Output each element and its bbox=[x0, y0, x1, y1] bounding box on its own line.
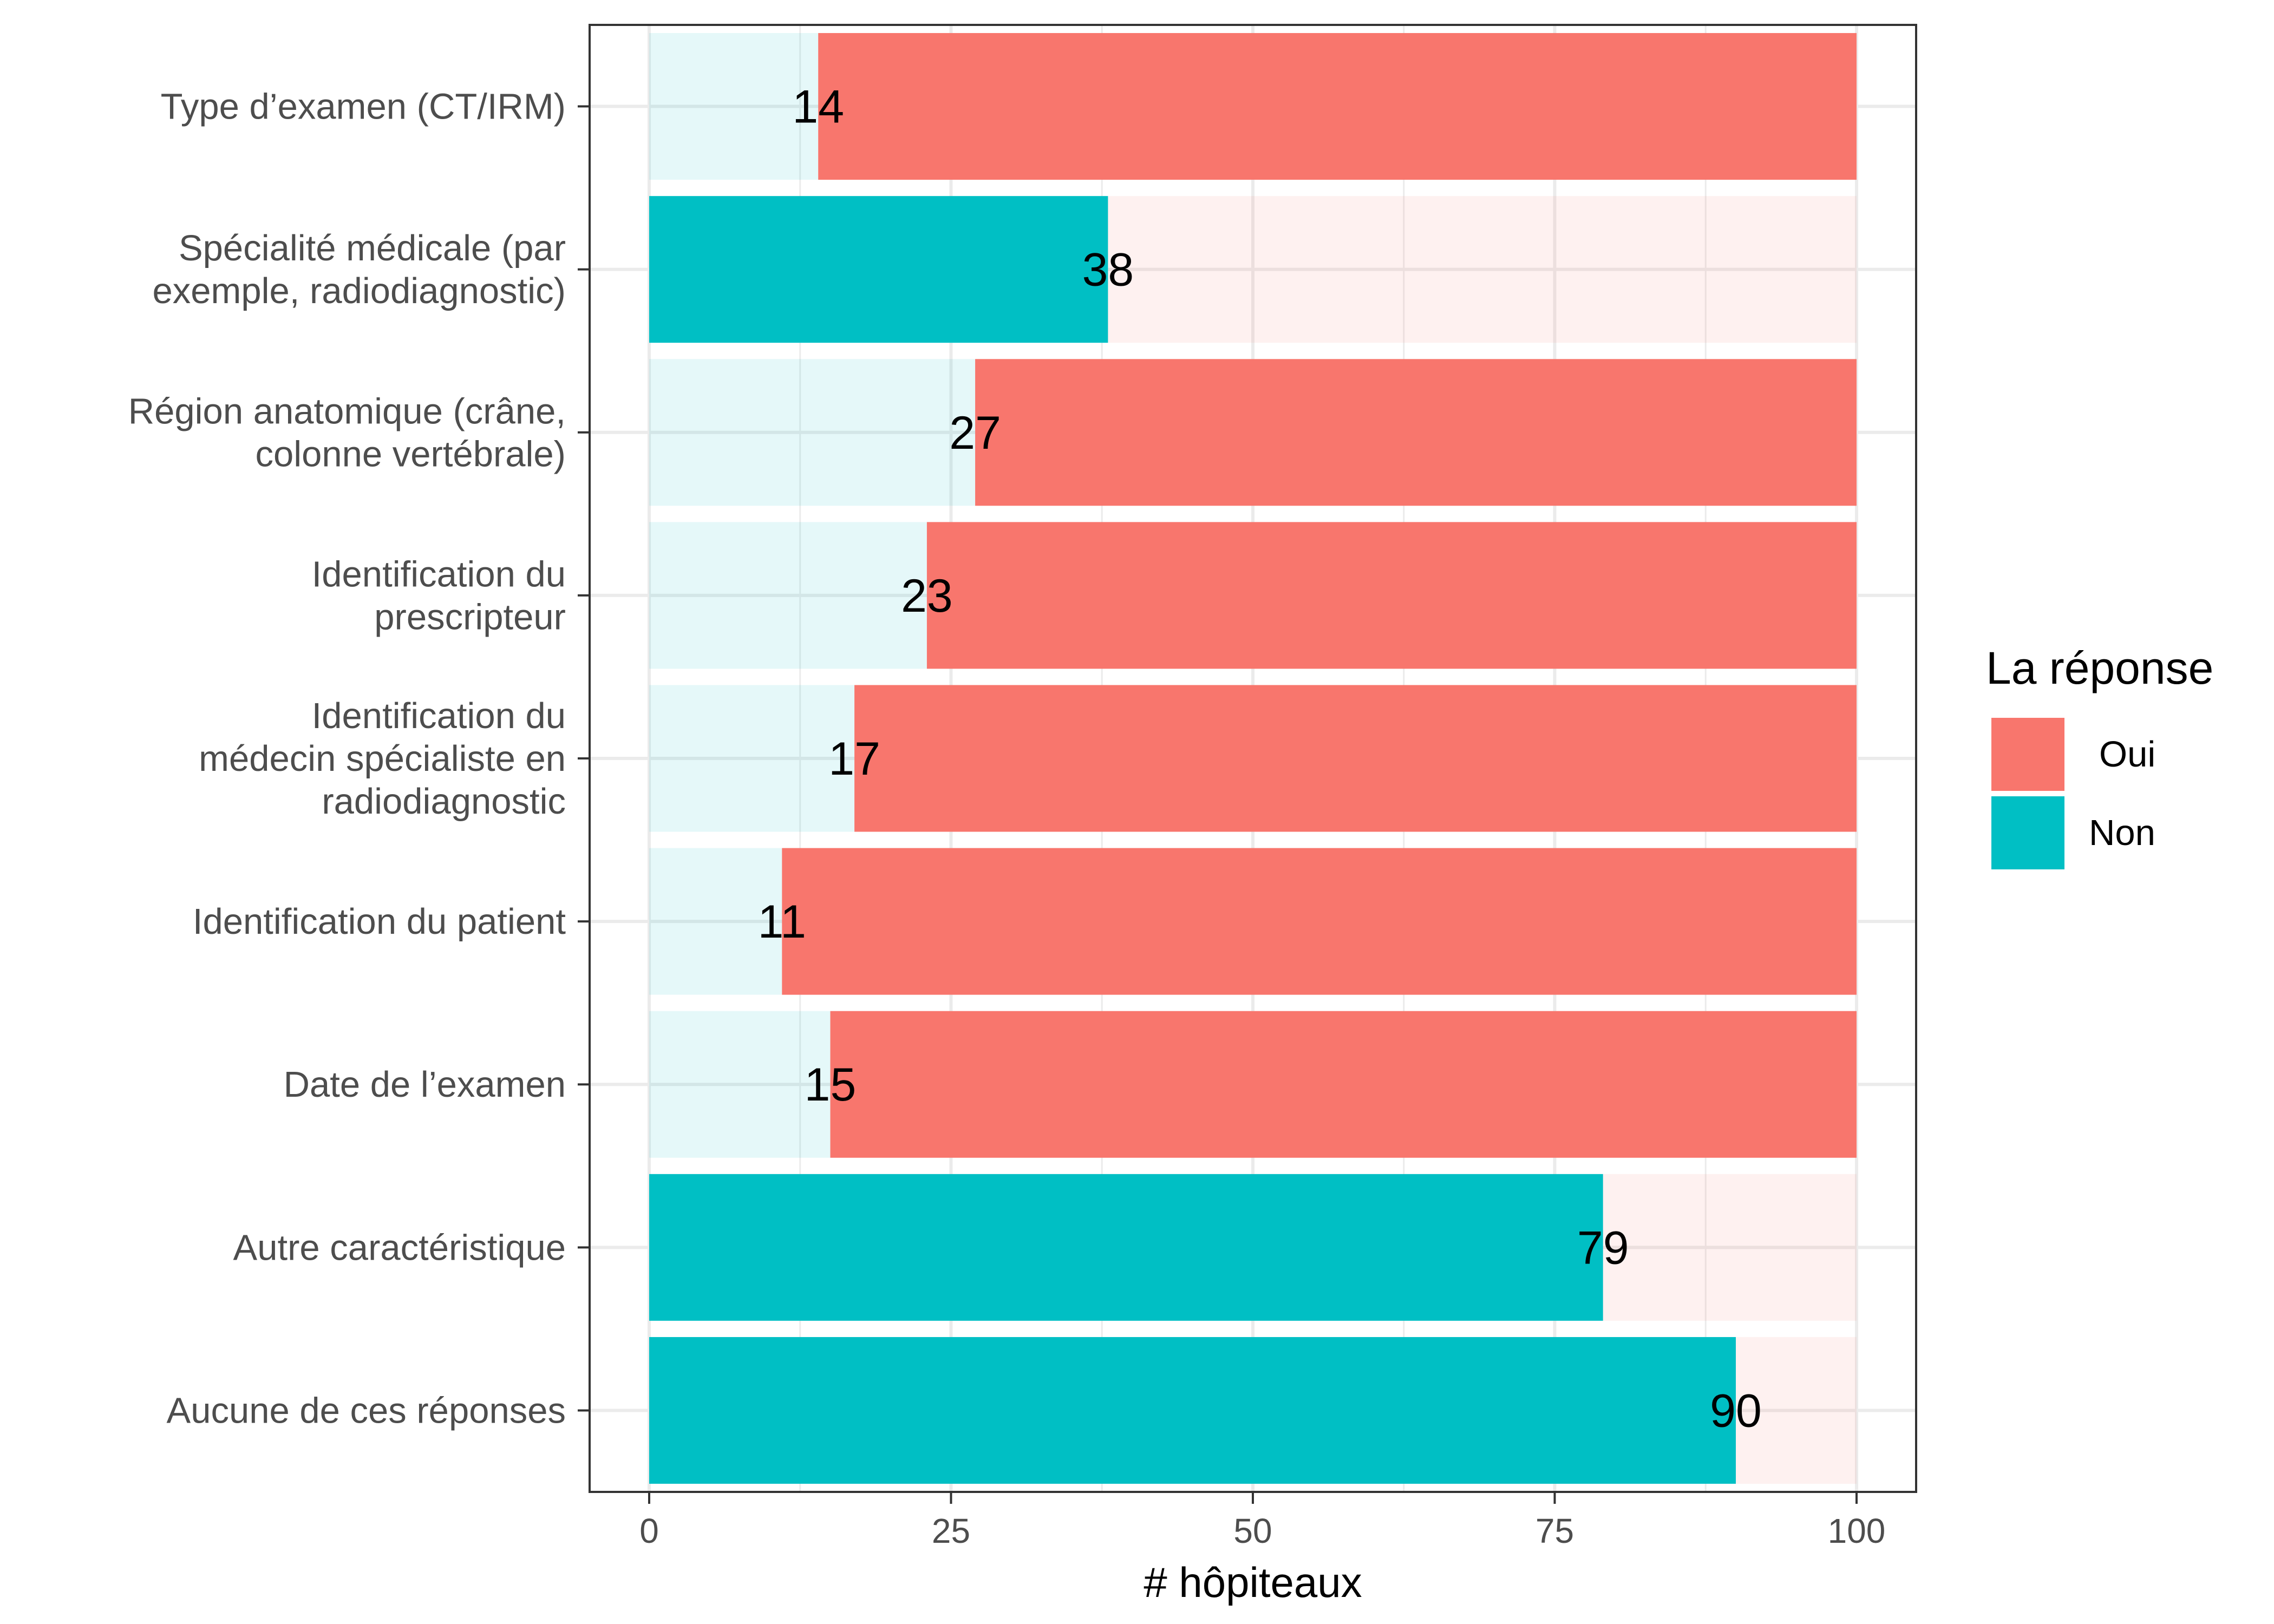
category-label: Spécialité médicale (par exemple, radiodi… bbox=[153, 228, 566, 311]
bar-non bbox=[649, 359, 976, 506]
x-tick-label: 100 bbox=[1828, 1511, 1886, 1550]
bar-non bbox=[649, 1011, 831, 1158]
category-label: Date de l’examen bbox=[284, 1064, 566, 1105]
data-label: 15 bbox=[805, 1059, 857, 1111]
category-label: Identification du médecin spécialiste en r… bbox=[199, 696, 566, 822]
category-label: Région anatomique (crâne, colonne vertébr… bbox=[128, 391, 566, 474]
bar-oui bbox=[1736, 1337, 1857, 1484]
bar-non bbox=[649, 196, 1108, 343]
x-tick-label: 50 bbox=[1233, 1511, 1272, 1550]
category-label: Identification du patient bbox=[193, 901, 566, 942]
data-label: 14 bbox=[792, 81, 844, 133]
category-label: Type d’examen (CT/IRM) bbox=[161, 87, 566, 127]
data-label: 79 bbox=[1577, 1222, 1629, 1274]
data-label: 11 bbox=[758, 896, 806, 948]
legend-key-non bbox=[1991, 796, 2064, 869]
bar-non bbox=[649, 685, 855, 832]
x-tick-label: 75 bbox=[1535, 1511, 1574, 1550]
bar-non bbox=[649, 1174, 1603, 1321]
bar-oui bbox=[1603, 1174, 1857, 1321]
bar-oui bbox=[926, 522, 1857, 669]
data-labels: 14 38 27 23 17 11 15 79 90 bbox=[758, 81, 1762, 1437]
bar-oui bbox=[782, 848, 1857, 995]
legend-key-oui bbox=[1991, 718, 2064, 791]
data-label: 90 bbox=[1710, 1385, 1762, 1437]
bar-oui bbox=[854, 685, 1857, 832]
bar-non bbox=[649, 522, 927, 669]
bar-oui bbox=[830, 1011, 1857, 1158]
legend-label-oui: Oui bbox=[2099, 734, 2155, 775]
bar-non bbox=[649, 1337, 1736, 1484]
legend-label-non: Non bbox=[2089, 813, 2155, 853]
bar-oui bbox=[975, 359, 1857, 506]
data-label: 23 bbox=[901, 570, 953, 622]
bar-oui bbox=[1108, 196, 1857, 343]
x-axis-title: # hôpiteaux bbox=[1143, 1558, 1362, 1606]
bar-non bbox=[649, 848, 782, 995]
x-tick-label: 25 bbox=[932, 1511, 970, 1550]
data-label: 27 bbox=[949, 407, 1001, 459]
data-label: 38 bbox=[1082, 244, 1134, 296]
legend: La réponse Oui Non bbox=[1986, 643, 2213, 869]
x-tick-label: 0 bbox=[639, 1511, 659, 1550]
category-label: Aucune de ces réponses bbox=[167, 1390, 566, 1431]
legend-title: La réponse bbox=[1986, 643, 2213, 693]
category-label: Autre caractéristique bbox=[233, 1227, 566, 1268]
bars bbox=[649, 33, 1857, 1484]
x-axis: 0 25 50 75 100 bbox=[639, 1492, 1885, 1550]
bar-oui bbox=[818, 33, 1857, 180]
bar-non bbox=[649, 33, 819, 180]
category-label: Identification du prescripteur bbox=[312, 554, 566, 637]
y-axis: Type d’examen (CT/IRM) Spécialité médical… bbox=[128, 87, 590, 1431]
data-label: 17 bbox=[828, 733, 880, 785]
